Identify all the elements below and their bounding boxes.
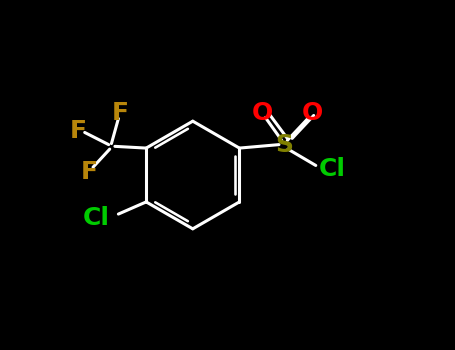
Text: F: F <box>111 102 129 125</box>
Text: S: S <box>276 133 293 156</box>
Text: F: F <box>81 160 97 184</box>
Text: F: F <box>70 119 87 143</box>
Text: O: O <box>302 102 323 125</box>
Text: Cl: Cl <box>83 205 110 230</box>
Text: O: O <box>251 102 273 125</box>
Text: Cl: Cl <box>319 157 346 181</box>
